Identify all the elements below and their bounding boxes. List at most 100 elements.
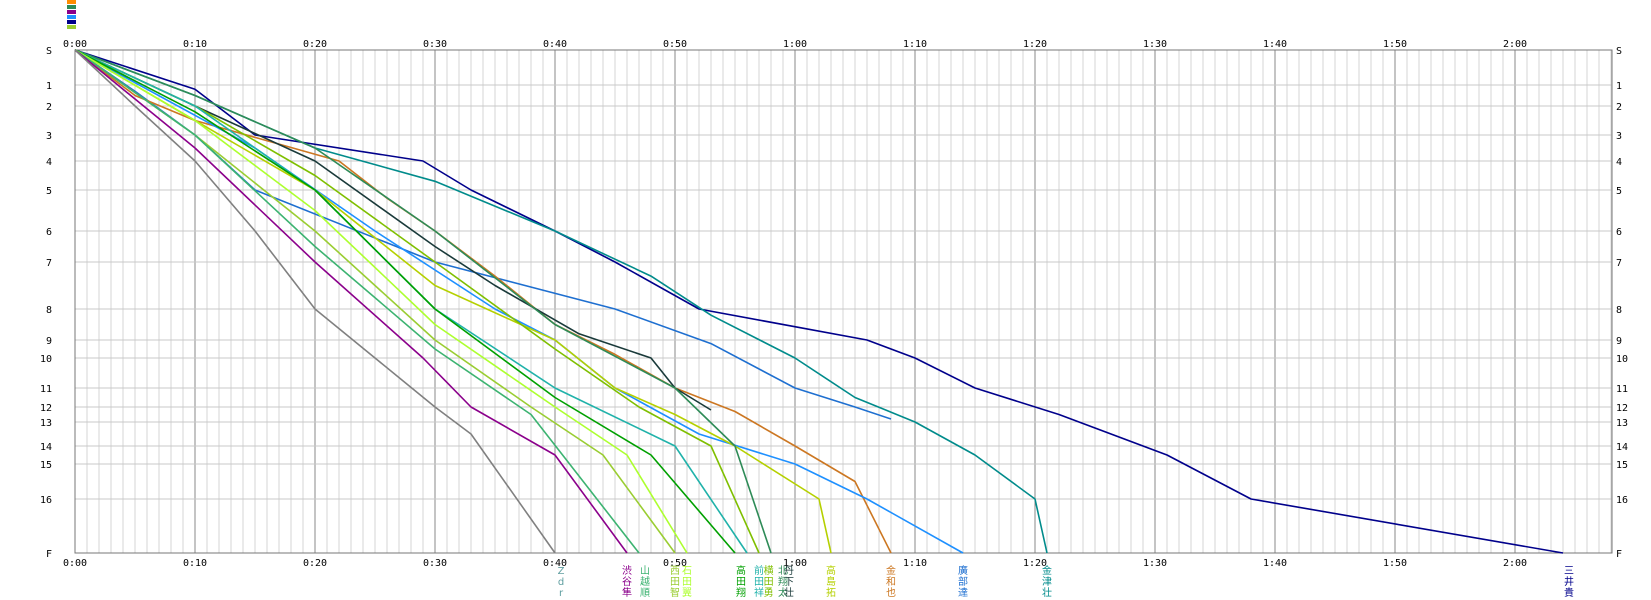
runner-label-char: 田 (736, 577, 746, 588)
y-tick-label-left: 15 (40, 460, 52, 471)
y-tick-label-right: 15 (1616, 460, 1628, 471)
runner-label-char: 井 (1564, 575, 1574, 588)
series-line (74, 49, 1048, 554)
runner-label-char: 翔 (736, 586, 746, 599)
y-tick-label-left: 6 (46, 227, 52, 238)
y-tick-label-left: 2 (46, 102, 52, 113)
x-tick-label-top: 1:10 (903, 39, 927, 50)
y-tick-label-right: F (1616, 549, 1622, 560)
y-tick-label-left: 12 (40, 403, 52, 414)
runner-label-char: 三 (1564, 566, 1574, 577)
y-tick-label-left: 7 (46, 258, 52, 269)
runner-label-char: 高 (826, 564, 836, 577)
x-tick-label-bottom: 0:30 (423, 558, 447, 569)
legend-swatch (67, 25, 76, 29)
y-tick-label-left: 5 (46, 186, 52, 197)
runner-label-char: 隼 (622, 586, 632, 599)
series-lines (74, 49, 1564, 554)
x-tick-label-bottom: 0:20 (303, 558, 327, 569)
runner-label: 渋谷隼 (622, 564, 632, 599)
runner-label-char: 丹 (784, 565, 794, 577)
y-tick-label-left: 4 (46, 157, 52, 168)
series-line (74, 49, 736, 554)
y-tick-label-left: S (46, 46, 52, 57)
runner-label-char: 石 (682, 566, 692, 577)
corner-legend (67, 0, 77, 30)
y-tick-label-right: 10 (1616, 354, 1628, 365)
y-tick-label-left: F (46, 549, 52, 560)
y-tick-label-right: 16 (1616, 495, 1628, 506)
series-line (74, 49, 556, 554)
runner-label-char: 高 (736, 564, 746, 577)
x-tick-label-bottom: 2:00 (1503, 558, 1527, 569)
x-tick-label-bottom: 0:40 (543, 558, 567, 569)
runner-label-char: 田 (670, 577, 680, 588)
runner-label-char: 順 (640, 587, 650, 599)
runner-label: Zdr (558, 566, 565, 599)
y-tick-label-right: 13 (1616, 418, 1628, 429)
runner-label-char: 島 (826, 575, 836, 588)
y-tick-label-left: 8 (46, 305, 52, 316)
grid (74, 49, 1612, 554)
x-tick-label-top: 0:50 (663, 39, 687, 50)
plot-border (74, 49, 1613, 554)
x-tick-label-top: 1:40 (1263, 39, 1287, 50)
series-line (74, 49, 628, 554)
y-tick-label-right: 6 (1616, 227, 1622, 238)
runner-label: 高島拓 (826, 564, 836, 599)
runner-label-char: 金 (1042, 564, 1052, 577)
y-tick-label-left: 10 (40, 354, 52, 365)
y-tick-label-right: 5 (1616, 186, 1622, 197)
runner-label-char: r (559, 588, 564, 599)
runner-label-char: 和 (886, 576, 896, 588)
runner-label-char: 壮 (1042, 587, 1052, 599)
x-tick-label-top: 1:30 (1143, 39, 1167, 50)
runner-label: 廣部達 (958, 564, 968, 599)
series-line (74, 49, 712, 411)
runner-label-char: 太 (778, 586, 788, 599)
runner-label-char: 横 (764, 564, 774, 577)
runner-label-char: 壮 (784, 587, 794, 599)
runner-label: 横田勇 (764, 564, 774, 599)
y-tick-label-right: 11 (1616, 384, 1628, 395)
x-tick-label-bottom: 1:30 (1143, 558, 1167, 569)
runner-label-char: Z (558, 566, 565, 577)
runner-label-char: 部 (958, 575, 968, 588)
runner-label: 西田智 (670, 566, 680, 599)
legend-swatch (67, 20, 76, 24)
y-tick-label-left: 13 (40, 418, 52, 429)
legend-swatch (67, 15, 76, 19)
runner-label: 金和也 (886, 564, 896, 599)
y-tick-label-left: 14 (40, 442, 52, 453)
runner-label: 高田翔 (736, 564, 746, 599)
runner-label-char: 下 (784, 577, 794, 588)
x-tick-label-top: 0:10 (183, 39, 207, 50)
legend-swatch (67, 5, 76, 9)
y-tick-label-right: S (1616, 46, 1622, 57)
y-tick-label-right: 7 (1616, 258, 1622, 269)
y-tick-label-left: 16 (40, 495, 52, 506)
y-tick-label-right: 12 (1616, 403, 1628, 414)
x-tick-label-bottom: 1:40 (1263, 558, 1287, 569)
runner-label-char: 拓 (826, 587, 836, 599)
y-tick-label-right: 1 (1616, 81, 1622, 92)
series-line (74, 49, 640, 554)
y-tick-label-right: 9 (1616, 336, 1622, 347)
x-tick-label-bottom: 1:50 (1383, 558, 1407, 569)
runner-label-char: 渋 (622, 564, 632, 577)
runner-label-char: 金 (886, 564, 896, 577)
runner-label-char: 越 (640, 575, 650, 588)
x-tick-label-top: 1:50 (1383, 39, 1407, 50)
x-tick-label-top: 0:30 (423, 39, 447, 50)
y-tick-label-right: 2 (1616, 102, 1622, 113)
runner-label-char: 西 (670, 566, 680, 577)
runner-label-char: 祥 (754, 586, 764, 599)
y-tick-label-left: 9 (46, 336, 52, 347)
runner-label-char: 智 (670, 586, 680, 599)
runner-label-char: 勇 (764, 587, 774, 599)
series-line (74, 49, 688, 554)
y-tick-label-right: 3 (1616, 131, 1622, 142)
x-tick-label-top: 1:00 (783, 39, 807, 50)
legend-swatch (67, 10, 76, 14)
runner-label-char: d (558, 577, 564, 588)
